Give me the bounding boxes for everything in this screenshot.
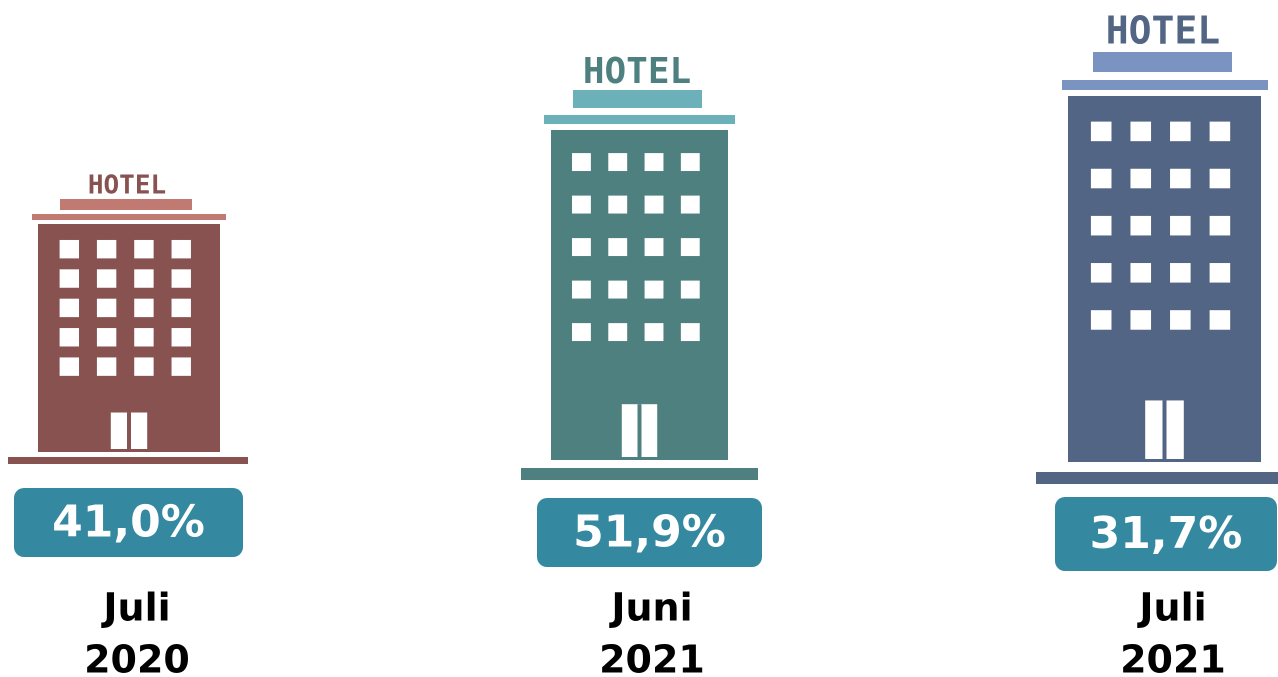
value-box	[14, 488, 243, 557]
window	[1090, 121, 1112, 142]
window	[1170, 215, 1191, 236]
window	[1209, 310, 1231, 330]
window	[608, 153, 628, 172]
window	[1130, 121, 1152, 142]
window	[572, 195, 591, 214]
window	[608, 195, 628, 214]
value-label: 31,7%	[1090, 508, 1243, 559]
window	[134, 239, 154, 259]
window	[134, 357, 154, 376]
window	[680, 280, 700, 299]
base	[8, 457, 248, 464]
hotel-sign: HOTEL	[1106, 9, 1220, 53]
window	[1170, 263, 1191, 283]
period-year: 2020	[84, 638, 190, 677]
window	[1130, 215, 1152, 236]
window	[680, 323, 700, 342]
window	[572, 238, 591, 257]
period-month: Juli	[100, 586, 170, 630]
window	[608, 238, 628, 257]
window	[96, 328, 117, 347]
window	[1209, 121, 1231, 142]
window	[59, 239, 80, 259]
window	[1170, 310, 1191, 330]
window	[572, 280, 591, 299]
window	[171, 269, 191, 288]
window	[608, 323, 628, 342]
window	[96, 269, 117, 288]
value-label: 41,0%	[52, 497, 205, 548]
period-month: Juni	[608, 586, 692, 630]
window	[608, 280, 628, 299]
window	[680, 195, 700, 214]
hotel-sign: HOTEL	[88, 171, 166, 201]
window	[1090, 215, 1112, 236]
window	[572, 153, 591, 172]
roof-ledge	[544, 115, 735, 124]
period-year: 2021	[599, 638, 705, 677]
value-label: 51,9%	[573, 507, 726, 558]
roof-ledge	[1062, 80, 1268, 90]
window	[1090, 263, 1112, 283]
window	[644, 195, 664, 214]
window	[96, 298, 117, 318]
period-year: 2021	[1120, 638, 1226, 677]
window	[59, 328, 80, 347]
hotel-item: HOTEL 41,0% Juli 2020	[8, 171, 248, 677]
window	[1209, 215, 1231, 236]
window	[1170, 168, 1191, 189]
window	[680, 238, 700, 257]
window	[644, 238, 664, 257]
hotel-item: HOTEL 31,7% Juli 2021	[1036, 9, 1278, 677]
window	[96, 239, 117, 259]
window	[171, 298, 191, 318]
value-box	[537, 498, 762, 567]
window	[1090, 168, 1112, 189]
window	[59, 357, 80, 376]
window	[1209, 263, 1231, 283]
sign-bar	[60, 199, 192, 210]
hotel-item: HOTEL 51,9% Juni 2021	[521, 51, 762, 677]
window	[644, 323, 664, 342]
period-month: Juli	[1136, 586, 1206, 630]
base	[521, 468, 758, 480]
window	[59, 269, 80, 288]
window	[171, 239, 191, 259]
window	[171, 328, 191, 347]
window	[171, 357, 191, 376]
window	[644, 153, 664, 172]
sign-bar	[1093, 52, 1232, 72]
window	[572, 323, 591, 342]
window	[96, 357, 117, 376]
hotel-sign: HOTEL	[583, 51, 691, 92]
window	[1209, 168, 1231, 189]
window	[1130, 310, 1152, 330]
window	[1130, 168, 1152, 189]
window	[134, 298, 154, 318]
roof-ledge	[32, 214, 226, 220]
window	[644, 280, 664, 299]
window	[1090, 310, 1112, 330]
window	[134, 269, 154, 288]
value-box	[1055, 497, 1277, 571]
sign-bar	[573, 90, 702, 108]
window	[680, 153, 700, 172]
base	[1036, 472, 1278, 484]
window	[134, 328, 154, 347]
window	[1130, 263, 1152, 283]
window	[59, 298, 80, 318]
window	[1170, 121, 1191, 142]
